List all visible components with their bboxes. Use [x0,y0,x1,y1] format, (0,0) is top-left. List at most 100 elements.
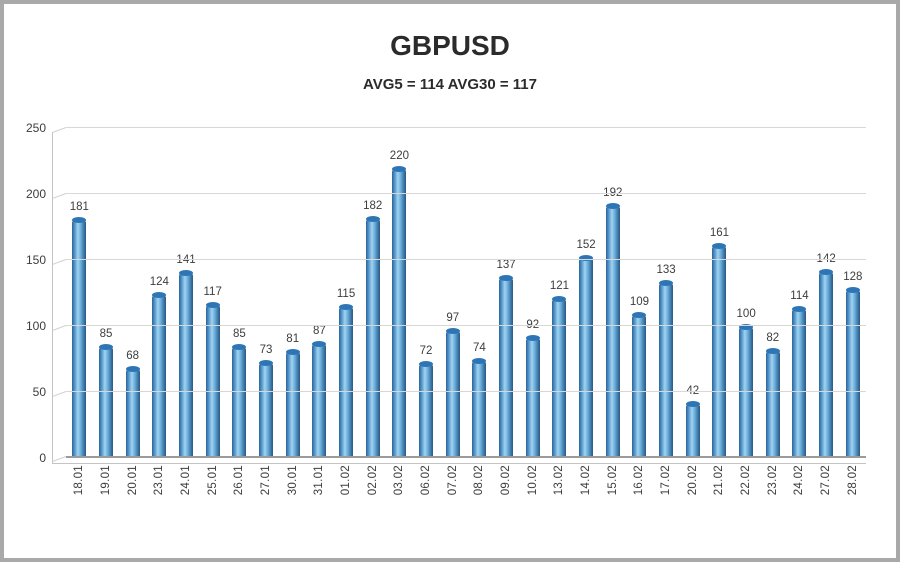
bar-group: 87 [306,128,333,458]
bar-value-label: 81 [286,333,300,346]
bar-value-label: 109 [629,296,650,309]
y-tick-label: 50 [32,385,46,399]
bar-value-label: 137 [496,259,516,272]
x-tick: 30.01 [279,465,306,495]
bar-group: 128 [839,128,866,458]
x-tick: 25.01 [199,465,226,495]
x-tick: 13.02 [546,465,573,495]
bar [152,292,167,458]
bar [605,202,620,458]
bar [365,215,380,458]
x-tick-label: 09.02 [500,465,513,496]
bar [312,341,327,458]
bar-value-label: 124 [149,276,169,289]
x-tick: 17.02 [653,465,680,495]
bar-value-label: 192 [603,186,623,199]
x-tick-label: 19.01 [100,465,112,496]
bar [285,349,300,458]
bar-value-label: 117 [203,285,222,298]
y-grid-line [66,325,866,326]
bar-group: 97 [439,128,466,458]
x-tick-label: 24.02 [793,465,806,496]
bar [125,366,140,458]
bar-group: 109 [626,128,653,458]
bar [499,275,514,458]
floor-edge-line [52,463,866,464]
x-tick: 31.01 [306,465,333,495]
chart-title: GBPUSD [390,30,510,61]
y-axis-line [52,132,53,464]
grid-depth-line [52,127,67,133]
bar-group: 124 [146,128,173,458]
x-tick: 27.01 [253,465,280,495]
bar [685,400,700,458]
bar-value-label: 100 [736,308,756,320]
grid-depth-line [52,193,67,199]
x-tick: 01.02 [333,465,360,495]
bar [632,312,647,458]
bar [419,360,434,458]
x-tick-label: 18.01 [73,465,86,496]
x-tick: 03.02 [386,465,413,495]
bar [845,287,860,458]
y-grid-line [66,127,866,128]
x-tick-label: 20.02 [686,465,699,496]
bar-value-label: 114 [790,289,809,302]
bar [659,280,674,458]
bar [232,343,247,458]
bar-value-label: 220 [389,149,409,162]
y-tick-label: 100 [25,319,46,333]
bar-value-label: 97 [446,311,460,324]
x-tick: 20.02 [679,465,706,495]
x-tick: 18.01 [66,465,93,495]
bar-group: 74 [466,128,493,458]
x-tick: 27.02 [813,465,840,495]
plot-area: 181 85 68 124 141117 85 73 81 87 115 182 220 72 97 74 1… [26,121,866,465]
x-tick: 16.02 [626,465,653,495]
bar [765,347,780,458]
y-grid-line [66,259,866,260]
bar-value-label: 87 [312,325,326,338]
x-tick-label: 07.02 [446,465,459,496]
bar [792,305,807,458]
bar-value-label: 42 [686,384,700,397]
x-tick-label: 31.01 [313,465,326,496]
x-tick-label: 13.02 [553,465,566,496]
bars-container: 181 85 68 124 141117 85 73 81 87 115 182 220 72 97 74 1… [66,128,866,458]
bar-group: 192 [599,128,626,458]
x-tick-label: 03.02 [393,465,406,496]
x-tick: 22.02 [733,465,760,495]
x-tick: 24.01 [173,465,200,495]
x-tick-label: 01.02 [340,465,353,496]
bar [339,304,354,458]
bar-value-label: 152 [576,239,596,252]
y-grid-line [66,193,866,194]
bar-group: 73 [253,128,280,458]
x-tick-label: 28.02 [846,465,859,496]
bar-value-label: 133 [656,264,676,277]
x-tick-label: 23.01 [153,465,166,496]
x-tick: 26.01 [226,465,253,495]
bar [445,327,460,458]
x-tick-label: 23.02 [766,465,779,496]
bar [205,301,220,458]
bar-group: 42 [679,128,706,458]
bar-group: 161 [706,128,733,458]
bar-group: 68 [119,128,146,458]
bar-group: 114 [786,128,813,458]
grid-depth-line [52,325,67,331]
bar-group: 72 [413,128,440,458]
bar-value-label: 85 [99,327,113,340]
bar-value-label: 82 [766,331,780,344]
x-tick-label: 17.02 [660,465,673,496]
bar-value-label: 142 [816,252,836,265]
bar-group: 133 [653,128,680,458]
bar [179,269,194,458]
bar-value-label: 74 [473,342,486,355]
bar [552,296,567,458]
bar [72,217,87,458]
x-tick: 10.02 [519,465,546,495]
x-tick-label: 20.01 [126,465,139,496]
bar-group: 152 [573,128,600,458]
